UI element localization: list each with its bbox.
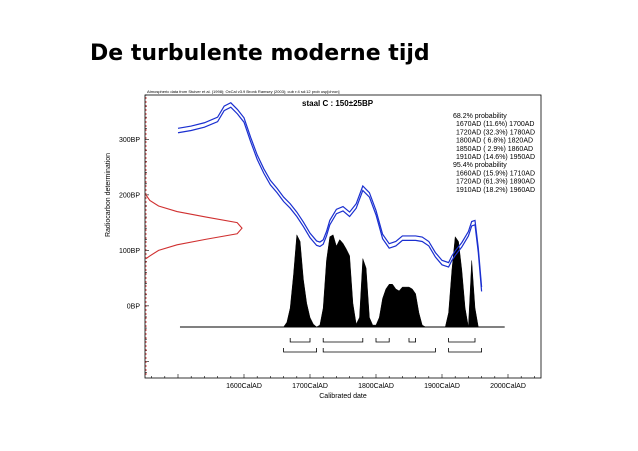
y-tick-label: 100BP [119,248,140,255]
range-68-bracket [448,338,476,343]
probability-range-text: 1910AD (18.2%) 1960AD [456,187,535,194]
radiocarbon-distribution-line [145,194,243,260]
x-axis-ticks: 1600CalAD 1700CalAD 1800CalAD 1900CalAD 2000… [151,374,535,390]
x-tick-label: 1700CalAD [292,383,328,390]
range-95-bracket [322,348,436,353]
probability-range-text: 1720AD (61.3%) 1890AD [456,179,535,186]
probability-heading: 95.4% probability [453,162,507,169]
range-95-bracket [448,348,482,353]
x-axis-label: Calibrated date [319,393,367,400]
posterior-distribution [179,233,505,328]
probability-range-text: 1670AD (11.6%) 1700AD [456,121,534,128]
slide-title: De turbulente moderne tijd [90,41,430,66]
credit-text: Atmospheric data from Stuiver et al. (19… [147,89,340,94]
plot-frame [144,94,542,379]
x-tick-label: 1600CalAD [226,383,262,390]
x-tick-label: 2000CalAD [490,383,526,390]
y-tick-label: 0BP [127,303,141,310]
range-95-bracket [283,348,317,353]
probability-range-text: 1910AD (14.6%) 1950AD [456,154,535,161]
radiocarbon-distribution [145,97,243,376]
sample-label: staal C : 150±25BP [302,99,374,108]
x-tick-label: 1900CalAD [424,383,460,390]
range-68-bracket [408,338,416,343]
probability-range-text: 1850AD ( 2.9%) 1860AD [456,146,533,153]
y-axis-ticks: 0BP 100BP 200BP 300BP [119,94,149,373]
probability-range-text: 1720AD (32.3%) 1780AD [456,129,535,136]
y-tick-label: 200BP [119,192,140,199]
range-68-bracket [375,338,390,343]
probability-heading: 68.2% probability [453,113,507,120]
range-68-bracket [289,338,311,343]
y-axis-label: Radiocarbon determination [105,153,112,237]
calibration-curve [177,102,483,292]
calibration-curve-lower [177,102,483,288]
range-68-bracket [322,338,364,343]
range-brackets [283,338,482,353]
calibration-curve-upper [177,106,483,292]
probability-range-text: 1660AD (15.9%) 1710AD [456,170,535,177]
probability-range-text: 1800AD ( 6.8%) 1820AD [456,138,533,145]
x-tick-label: 1800CalAD [358,383,394,390]
posterior-area [283,233,479,328]
y-tick-label: 300BP [119,137,140,144]
